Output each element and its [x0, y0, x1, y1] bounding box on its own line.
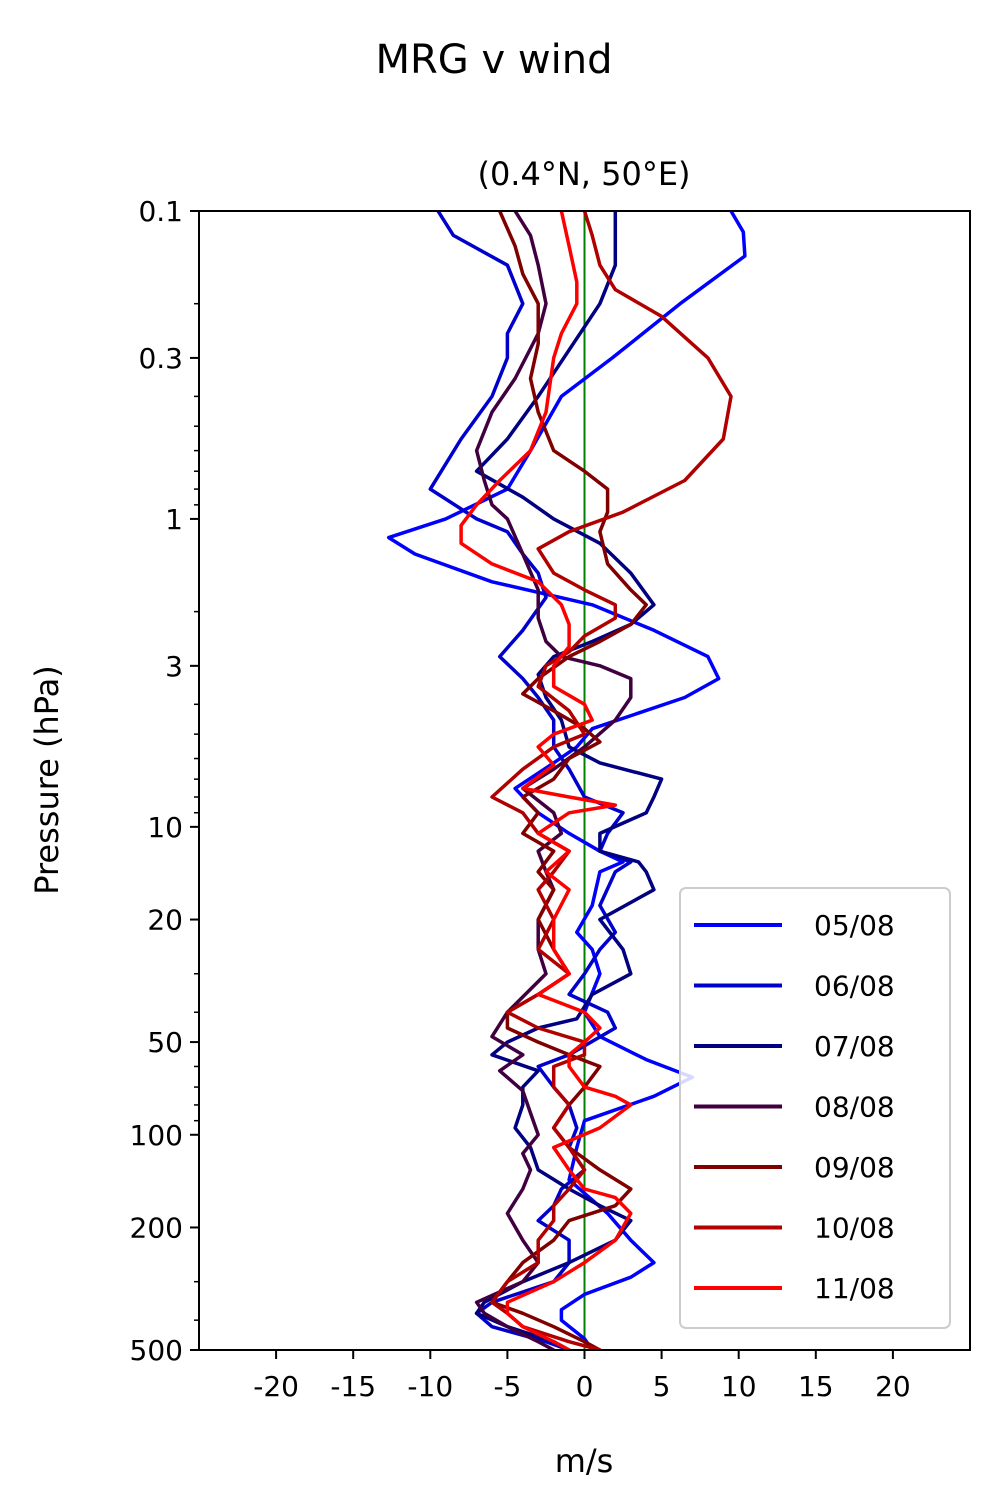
y-tick-label: 20	[147, 904, 183, 937]
x-tick-label: -10	[407, 1370, 453, 1403]
y-tick-label: 100	[130, 1119, 183, 1152]
y-tick-label: 200	[130, 1211, 183, 1244]
legend-label: 08/08	[814, 1091, 895, 1124]
legend-label: 06/08	[814, 970, 895, 1003]
legend-label: 09/08	[814, 1151, 895, 1184]
y-tick-label: 500	[130, 1334, 183, 1367]
y-tick-label: 0.3	[138, 342, 183, 375]
series-layer	[386, 211, 747, 1350]
series-line-06-08	[428, 211, 633, 1350]
y-tick-label: 1	[165, 503, 183, 536]
x-tick-label: 15	[798, 1370, 834, 1403]
legend: 05/08 06/08 07/08 08/08 09/08 10/08 11/08	[679, 887, 951, 1329]
x-tick-label: 20	[875, 1370, 911, 1403]
legend-label: 10/08	[814, 1212, 895, 1245]
series-line-08-08	[474, 211, 633, 1350]
chart-title: (0.4°N, 50°E)	[477, 155, 690, 193]
legend-label: 11/08	[814, 1272, 895, 1305]
series-line-09-08	[490, 211, 648, 1350]
x-tick-label: 0	[576, 1370, 594, 1403]
x-tick-label: -5	[493, 1370, 521, 1403]
chart-suptitle: MRG v wind	[376, 37, 613, 83]
x-axis-ticks: -20 -15 -10 -5 0 5 10 15 20	[253, 1350, 911, 1403]
y-tick-label: 3	[165, 650, 183, 683]
legend-label: 05/08	[814, 909, 895, 942]
x-tick-label: 5	[653, 1370, 671, 1403]
x-axis-label: m/s	[555, 1442, 614, 1480]
legend-items: 05/08 06/08 07/08 08/08 09/08 10/08 11/08	[694, 909, 895, 1305]
series-line-11-08	[459, 211, 633, 1350]
y-axis-label: Pressure (hPa)	[28, 665, 66, 895]
y-tick-label: 0.1	[138, 195, 183, 228]
y-tick-label: 10	[147, 811, 183, 844]
legend-label: 07/08	[814, 1030, 895, 1063]
x-tick-label: -20	[253, 1370, 299, 1403]
x-tick-label: 10	[721, 1370, 757, 1403]
series-line-07-08	[474, 211, 664, 1350]
x-tick-label: -15	[330, 1370, 376, 1403]
y-axis-ticks: 0.1 0.3 1 3 10 20 50 100 200 500	[130, 195, 199, 1367]
y-tick-label: 50	[147, 1026, 183, 1059]
legend-box	[679, 887, 951, 1329]
